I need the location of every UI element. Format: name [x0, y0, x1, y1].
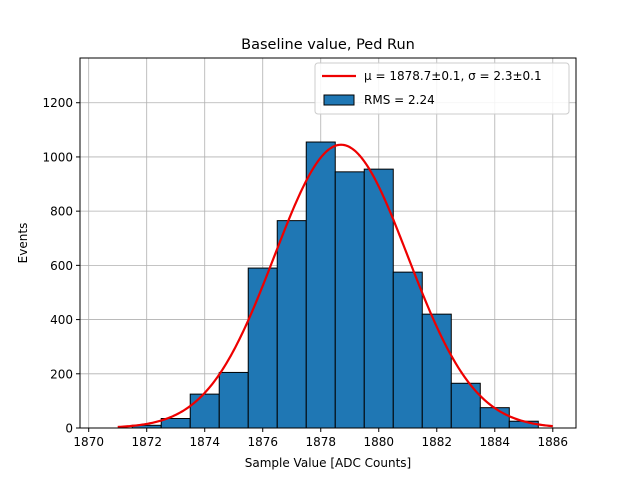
- y-tick-label: 800: [50, 205, 73, 219]
- y-tick-label: 400: [50, 313, 73, 327]
- x-axis-ticks: 1870 1872 1874 1876 1878 1880 1882 1884 1886: [73, 428, 568, 449]
- x-tick-label: 1870: [73, 435, 104, 449]
- histogram-bar: [218, 371, 249, 429]
- histogram-bar: [189, 393, 220, 429]
- y-tick-label: 200: [50, 367, 73, 381]
- fit-curve: [117, 143, 553, 429]
- histogram-bars: [131, 141, 539, 429]
- histogram-bar: [276, 220, 307, 429]
- x-tick-label: 1876: [247, 435, 278, 449]
- y-axis-label: Events: [16, 223, 30, 264]
- y-axis-ticks: 0 200 400 600 800 1000 1200: [42, 96, 80, 436]
- legend-histogram-label: RMS = 2.24: [364, 93, 435, 107]
- y-tick-label: 0: [65, 422, 73, 436]
- histogram-bar: [363, 168, 394, 429]
- histogram-bar: [421, 313, 452, 429]
- legend-fit-label: μ = 1878.7±0.1, σ = 2.3±0.1: [364, 69, 542, 83]
- histogram-bar: [334, 171, 365, 429]
- y-tick-label: 600: [50, 259, 73, 273]
- histogram-bar: [247, 267, 278, 429]
- x-tick-label: 1872: [131, 435, 162, 449]
- x-tick-label: 1884: [480, 435, 511, 449]
- y-tick-label: 1000: [42, 150, 73, 164]
- legend-histogram-swatch: [323, 94, 355, 106]
- x-tick-label: 1874: [189, 435, 220, 449]
- fit-curve-group: [117, 143, 553, 429]
- x-tick-label: 1882: [421, 435, 452, 449]
- histogram-bar: [479, 407, 510, 429]
- histogram-bar: [305, 141, 336, 429]
- legend: μ = 1878.7±0.1, σ = 2.3±0.1 RMS = 2.24: [314, 62, 570, 115]
- chart-title: Baseline value, Ped Run: [241, 37, 415, 53]
- plot-frame: [79, 57, 577, 429]
- legend-box: [314, 62, 570, 115]
- x-axis-label: Sample Value [ADC Counts]: [245, 456, 411, 470]
- y-tick-label: 1200: [42, 96, 73, 110]
- histogram-bar: [392, 271, 423, 429]
- x-tick-label: 1878: [305, 435, 336, 449]
- x-tick-label: 1886: [538, 435, 569, 449]
- x-tick-label: 1880: [363, 435, 394, 449]
